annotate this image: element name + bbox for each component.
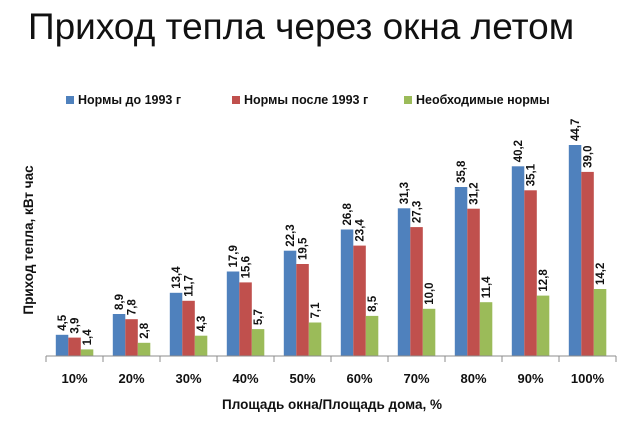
data-label-s3-30%: 4,3: [196, 316, 208, 332]
data-label-s2-60%: 23,4: [355, 219, 367, 242]
bar-s3-30%: [194, 335, 208, 356]
data-label-s1-30%: 13,4: [171, 266, 183, 289]
legend-label: Нормы до 1993 г: [78, 93, 181, 107]
data-label-s2-50%: 19,5: [298, 237, 310, 260]
bar-group-70%: [397, 208, 436, 356]
x-tick-label-20%: 20%: [118, 371, 144, 386]
bar-s3-80%: [479, 302, 493, 356]
data-label-s1-90%: 40,2: [513, 140, 525, 162]
bar-group-80%: [454, 187, 493, 356]
x-tick-label-50%: 50%: [289, 371, 315, 386]
data-label-s1-80%: 35,8: [456, 160, 468, 183]
bar-s3-40%: [251, 329, 265, 356]
data-label-s3-40%: 5,7: [253, 309, 265, 325]
data-label-s1-100%: 44,7: [570, 119, 582, 141]
data-label-s3-10%: 1,4: [82, 329, 94, 346]
bar-s2-90%: [524, 190, 537, 356]
x-tick-label-30%: 30%: [175, 371, 201, 386]
data-label-s3-70%: 10,0: [424, 282, 436, 304]
bar-s1-10%: [55, 334, 69, 356]
bar-s1-100%: [568, 145, 582, 356]
x-tick-label-10%: 10%: [61, 371, 87, 386]
x-tick-label-80%: 80%: [460, 371, 486, 386]
data-label-s2-80%: 31,2: [469, 182, 481, 204]
x-axis-title: Площадь окна/Площадь дома, %: [222, 397, 442, 412]
bar-group-50%: [283, 250, 322, 356]
data-label-s1-60%: 26,8: [342, 203, 354, 226]
x-tick-label-90%: 90%: [517, 371, 543, 386]
data-label-s2-40%: 15,6: [241, 256, 253, 278]
bar-s3-50%: [308, 322, 322, 356]
data-label-s2-10%: 3,9: [70, 318, 82, 334]
page-title: Приход тепла через окна летом: [28, 6, 575, 47]
data-label-s1-50%: 22,3: [285, 224, 297, 246]
data-label-s2-100%: 39,0: [583, 146, 595, 168]
chart-legend: Нормы до 1993 г Нормы после 1993 г Необход…: [66, 93, 550, 107]
legend-swatch: [66, 96, 74, 104]
bar-group-10%: [55, 334, 94, 356]
bar-s1-60%: [340, 229, 354, 356]
bar-s2-60%: [353, 245, 366, 356]
bar-group-100%: [568, 145, 607, 356]
data-label-s3-80%: 11,4: [481, 276, 493, 298]
bar-s1-80%: [454, 187, 468, 356]
data-label-s3-100%: 14,2: [595, 263, 607, 285]
data-label-s3-90%: 12,8: [538, 269, 550, 292]
data-label-s2-20%: 7,8: [127, 299, 139, 316]
bar-s2-30%: [182, 300, 195, 356]
legend-swatch: [232, 96, 240, 104]
bar-s3-90%: [536, 295, 550, 356]
bar-s2-80%: [467, 208, 480, 356]
bar-s1-70%: [397, 208, 411, 356]
bar-s2-10%: [68, 337, 81, 356]
bar-s3-60%: [365, 315, 379, 356]
bar-group-20%: [112, 314, 151, 356]
bar-group-40%: [226, 271, 265, 356]
data-label-s3-60%: 8,5: [367, 295, 379, 312]
data-label-s3-20%: 2,8: [139, 322, 151, 339]
data-label-s1-70%: 31,3: [399, 182, 411, 204]
bar-s2-40%: [239, 282, 252, 356]
x-tick-label-60%: 60%: [346, 371, 372, 386]
legend-label: Необходимые нормы: [416, 93, 550, 107]
bar-s3-100%: [593, 289, 607, 356]
bar-s2-20%: [125, 319, 138, 356]
legend-item-2: Нормы после 1993 г: [232, 93, 368, 107]
bar-s3-70%: [422, 308, 436, 356]
data-label-s2-70%: 27,3: [412, 201, 424, 223]
legend-label: Нормы после 1993 г: [244, 93, 368, 107]
x-tick-label-40%: 40%: [232, 371, 258, 386]
bar-group-60%: [340, 229, 379, 356]
data-label-s1-40%: 17,9: [228, 245, 240, 267]
bar-s1-90%: [511, 166, 525, 356]
data-label-s2-30%: 11,7: [184, 275, 196, 297]
bar-s2-50%: [296, 264, 309, 356]
data-label-s1-20%: 8,9: [114, 294, 126, 310]
bar-groups: [55, 145, 607, 356]
legend-swatch: [404, 96, 412, 104]
data-label-s1-10%: 4,5: [57, 314, 69, 331]
data-labels: 4,5 3,91,4 8,9 7,82,8 13,4 11,7 4,3 17,9 15,6 5,7…: [57, 119, 607, 346]
x-tick-label-70%: 70%: [403, 371, 429, 386]
bar-s1-40%: [226, 271, 240, 356]
bar-s3-10%: [80, 349, 94, 356]
y-axis-title: Приход тепла, кВт час: [21, 165, 36, 315]
legend-item-3: Необходимые нормы: [404, 93, 550, 107]
data-label-s3-50%: 7,1: [310, 302, 322, 319]
bar-s1-50%: [283, 250, 297, 356]
x-tick-label-100%: 100%: [571, 371, 605, 386]
x-tick-labels: 10% 20% 30% 40% 50% 60% 70% 80% 90% 100%: [45, 356, 617, 386]
bar-s2-70%: [410, 227, 423, 356]
legend-item-1: Нормы до 1993 г: [66, 93, 181, 107]
bar-s3-20%: [137, 342, 151, 356]
bar-group-30%: [169, 292, 208, 356]
bar-s1-30%: [169, 292, 183, 356]
data-label-s2-90%: 35,1: [526, 163, 538, 186]
bar-s1-20%: [112, 314, 126, 356]
bar-group-90%: [511, 166, 550, 356]
bar-s2-100%: [581, 171, 594, 356]
